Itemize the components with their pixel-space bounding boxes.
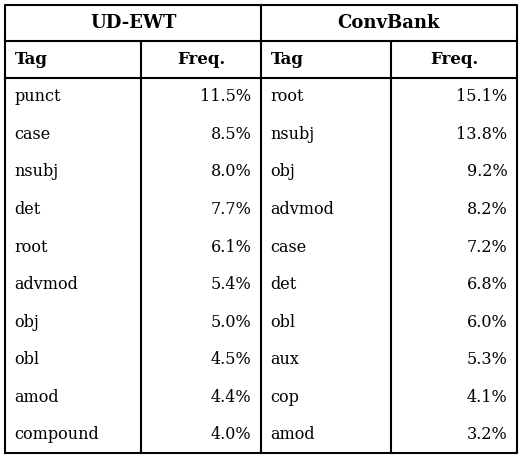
Text: obl: obl	[270, 314, 295, 331]
Text: 7.7%: 7.7%	[211, 201, 252, 218]
Text: 5.3%: 5.3%	[467, 351, 507, 368]
Text: case: case	[15, 126, 51, 143]
Text: 4.5%: 4.5%	[211, 351, 252, 368]
Text: 6.8%: 6.8%	[467, 276, 507, 293]
Text: 5.4%: 5.4%	[211, 276, 252, 293]
Text: obj: obj	[270, 164, 295, 180]
Text: 8.5%: 8.5%	[211, 126, 252, 143]
Text: Tag: Tag	[15, 51, 48, 68]
Text: case: case	[270, 239, 306, 256]
Text: ConvBank: ConvBank	[338, 14, 440, 32]
Text: 5.0%: 5.0%	[211, 314, 252, 331]
Text: 9.2%: 9.2%	[467, 164, 507, 180]
Text: 4.0%: 4.0%	[211, 426, 252, 443]
Text: obj: obj	[15, 314, 40, 331]
Text: advmod: advmod	[270, 201, 334, 218]
Text: 15.1%: 15.1%	[456, 88, 507, 105]
Text: 13.8%: 13.8%	[456, 126, 507, 143]
Text: 4.4%: 4.4%	[211, 389, 252, 406]
Text: obl: obl	[15, 351, 40, 368]
Text: Freq.: Freq.	[177, 51, 225, 68]
Text: 8.0%: 8.0%	[211, 164, 252, 180]
Text: advmod: advmod	[15, 276, 78, 293]
Text: amod: amod	[15, 389, 59, 406]
Text: punct: punct	[15, 88, 61, 105]
Text: root: root	[15, 239, 48, 256]
Text: 3.2%: 3.2%	[467, 426, 507, 443]
Text: compound: compound	[15, 426, 99, 443]
Text: 11.5%: 11.5%	[200, 88, 252, 105]
Text: 4.1%: 4.1%	[467, 389, 507, 406]
Text: cop: cop	[270, 389, 299, 406]
Text: 6.1%: 6.1%	[211, 239, 252, 256]
Text: UD-EWT: UD-EWT	[90, 14, 176, 32]
Text: nsubj: nsubj	[15, 164, 59, 180]
Text: Freq.: Freq.	[430, 51, 478, 68]
Text: 7.2%: 7.2%	[467, 239, 507, 256]
Text: aux: aux	[270, 351, 299, 368]
Text: root: root	[270, 88, 304, 105]
Text: 6.0%: 6.0%	[467, 314, 507, 331]
Text: det: det	[15, 201, 41, 218]
Text: det: det	[270, 276, 296, 293]
Text: 8.2%: 8.2%	[467, 201, 507, 218]
Text: nsubj: nsubj	[270, 126, 315, 143]
Text: Tag: Tag	[270, 51, 303, 68]
Text: amod: amod	[270, 426, 315, 443]
